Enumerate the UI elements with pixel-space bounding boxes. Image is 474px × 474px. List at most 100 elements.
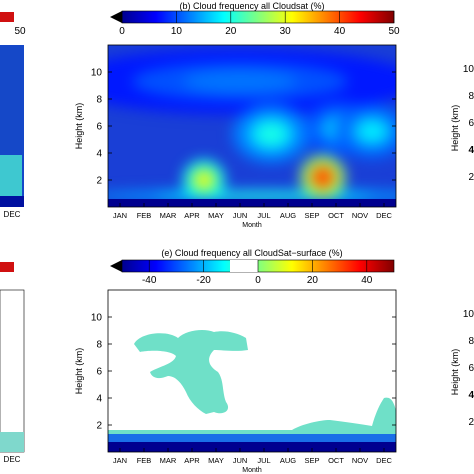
right-bottom-tick-10: 10 [463, 309, 474, 320]
panel-b-xlabel: Month [242, 222, 262, 229]
left-top-plot-fragment-highlight [0, 155, 22, 200]
panel-e-x-tick-label: JAN [113, 456, 127, 465]
panel-b-x-tick-label: NOV [352, 211, 368, 220]
left-partial-panels: 50 DEC DEC [0, 12, 26, 464]
left-top-colorbar-tick: 50 [14, 26, 26, 37]
right-partial-panels: Height (km) 10 8 6 4 2 Height (km) 10 8 … [450, 64, 474, 428]
panel-b-colorbar-tick-label: 30 [280, 26, 292, 37]
panel-b-x-tick-label: APR [184, 211, 200, 220]
panel-e-colorbar-min-arrow [110, 260, 122, 272]
left-bottom-month-tick: DEC [4, 455, 21, 464]
panel-b-heat-cell-core [258, 124, 284, 144]
right-bottom-ylabel: Height (km) [450, 349, 460, 396]
panel-e-x-tick-label: SEP [304, 456, 319, 465]
panel-b-heat-cell-core [197, 173, 211, 187]
panel-b-colorbar-tick-label: 10 [171, 26, 183, 37]
panel-b-x-tick-label: FEB [137, 211, 152, 220]
panel-b-x-ticks: JAN FEB MAR APR MAY JUN JUL AUG SEP OCT NOV DEC [113, 203, 392, 220]
panel-e-colorbar-tick-label: -40 [142, 275, 157, 286]
panel-e-x-tick-label: DEC [376, 456, 392, 465]
panel-b-heat-cell-core [182, 70, 298, 93]
panel-b-title: (b) Cloud frequency all Cloudsat (%) [179, 1, 324, 11]
panel-b-surface-band [108, 199, 396, 207]
right-top-tick-6: 6 [468, 118, 474, 129]
panel-b-x-tick-label: MAR [160, 211, 177, 220]
panel-b-colorbar-ticks: 0 10 20 30 40 50 [119, 11, 400, 37]
panel-b-y-tick-label: 10 [91, 68, 103, 79]
right-top-tick-2: 2 [468, 172, 474, 183]
panel-e-negative-region-upper [134, 330, 248, 414]
panel-b-x-tick-label: JAN [113, 211, 127, 220]
right-top-tick-10: 10 [463, 64, 474, 75]
panel-e-title: (e) Cloud frequency all CloudSat−surface… [161, 248, 342, 258]
panel-b-x-tick-label: JUL [257, 211, 270, 220]
panel-e-y-tick-label: 2 [96, 421, 102, 432]
panel-b-y-ticks: 2 4 6 8 10 [91, 68, 396, 187]
panel-b-x-tick-label: JUN [233, 211, 248, 220]
left-bottom-plot-fragment-band [0, 432, 24, 452]
panel-e-x-tick-label: OCT [328, 456, 344, 465]
panel-b-y-tick-label: 4 [96, 149, 102, 160]
right-top-tick-4: 4 [468, 145, 474, 156]
panel-b-x-tick-label: SEP [304, 211, 319, 220]
panel-e: (e) Cloud frequency all CloudSat−surface… [74, 248, 397, 474]
panel-b-plot-area [108, 45, 396, 207]
panel-b: (b) Cloud frequency all Cloudsat (%) 0 10… [74, 1, 400, 229]
panel-b-colorbar-tick-label: 20 [225, 26, 237, 37]
panel-e-plot-area [108, 290, 396, 452]
panel-e-colorbar-tick-label: 20 [307, 275, 319, 286]
panel-b-heat-cell-core [315, 170, 330, 185]
panel-e-surface-band-dark [108, 442, 396, 452]
panel-e-x-tick-label: AUG [280, 456, 296, 465]
panel-b-colorbar-min-arrow [110, 11, 122, 23]
left-top-colorbar-fragment [0, 12, 14, 22]
panel-b-x-tick-label: AUG [280, 211, 296, 220]
left-bottom-colorbar-fragment [0, 262, 14, 272]
right-bottom-tick-8: 8 [468, 336, 474, 347]
panel-b-heat-cell-core [360, 122, 384, 141]
right-bottom-tick-6: 6 [468, 363, 474, 374]
panel-b-ylabel: Height (km) [74, 103, 84, 150]
panel-e-surface-band-light [108, 434, 396, 444]
panel-e-x-tick-label: MAY [208, 456, 224, 465]
left-top-month-tick: DEC [4, 210, 21, 219]
panel-b-x-tick-label: DEC [376, 211, 392, 220]
panel-b-colorbar-tick-label: 40 [334, 26, 346, 37]
panel-e-colorbar-tick-label: 0 [255, 275, 261, 286]
panel-b-y-tick-label: 6 [96, 122, 102, 133]
panel-b-heat-cell-core [206, 194, 322, 199]
panel-b-y-tick-label: 2 [96, 176, 102, 187]
panel-e-x-tick-label: JUN [233, 456, 248, 465]
panel-b-colorbar-tick-label: 50 [388, 26, 400, 37]
panel-b-x-tick-label: MAY [208, 211, 224, 220]
left-top-plot-fragment-floor [0, 196, 24, 207]
panel-e-x-tick-label: MAR [160, 456, 177, 465]
panel-b-y-tick-label: 8 [96, 95, 102, 106]
panel-e-colorbar-zero-band [230, 260, 258, 272]
panel-e-y-tick-label: 6 [96, 367, 102, 378]
right-top-ylabel: Height (km) [450, 105, 460, 152]
panel-e-x-tick-label: NOV [352, 456, 368, 465]
panel-e-xlabel: Month [242, 467, 262, 474]
panel-e-x-ticks: JAN FEB MAR APR MAY JUN JUL AUG SEP OCT NOV DEC [113, 448, 392, 465]
panel-b-colorbar: 0 10 20 30 40 50 [110, 10, 400, 37]
panel-e-colorbar-tick-label: -20 [196, 275, 211, 286]
panel-e-x-tick-label: JUL [257, 456, 270, 465]
left-bottom-plot-fragment [0, 289, 25, 453]
panel-b-heatmap [108, 48, 396, 203]
panel-e-negative-region-lower [108, 397, 396, 436]
panel-e-colorbar-tick-label: 40 [361, 275, 373, 286]
panel-e-y-ticks: 2 4 6 8 10 [91, 313, 396, 432]
panel-e-colorbar: -40 -20 0 20 40 [110, 259, 395, 286]
panel-e-y-tick-label: 4 [96, 394, 102, 405]
panel-e-y-tick-label: 8 [96, 340, 102, 351]
right-bottom-tick-2: 2 [468, 417, 474, 428]
panel-e-x-tick-label: APR [184, 456, 200, 465]
panel-b-colorbar-bar [121, 10, 395, 24]
panel-b-colorbar-tick-label: 0 [119, 26, 125, 37]
panel-b-x-tick-label: OCT [328, 211, 344, 220]
right-bottom-tick-4: 4 [468, 390, 474, 401]
right-top-tick-8: 8 [468, 91, 474, 102]
panel-e-y-tick-label: 10 [91, 313, 103, 324]
